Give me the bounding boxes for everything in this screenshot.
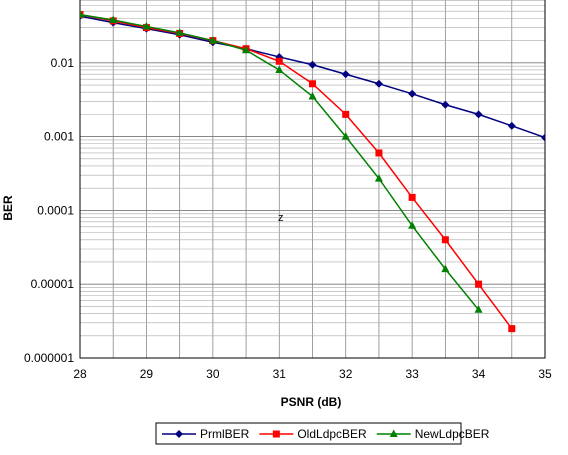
- data-point: [374, 79, 383, 88]
- series-line: [80, 13, 513, 330]
- x-tick-label: 31: [273, 367, 287, 381]
- data-point: [441, 236, 449, 244]
- data-point: [109, 15, 118, 24]
- legend-label: NewLdpcBER: [415, 427, 490, 441]
- legend-label: OldLdpcBER: [297, 427, 367, 441]
- x-tick-label: 29: [140, 367, 154, 381]
- data-point: [441, 100, 450, 109]
- legend-marker: [272, 430, 280, 438]
- data-point: [441, 264, 450, 273]
- y-tick-labels: 0.000001 0.00001 0.0001 0.001 0.01: [24, 56, 74, 365]
- y-axis-title: BER: [1, 195, 15, 221]
- series-NewLdpcBER: [80, 10, 483, 313]
- x-tick-label: 33: [405, 367, 419, 381]
- legend-item: NewLdpcBER: [376, 427, 490, 441]
- data-point: [508, 325, 516, 333]
- data-point: [242, 45, 251, 54]
- data-point: [475, 280, 483, 288]
- x-tick-label: 34: [472, 367, 486, 381]
- x-axis-title: PSNR (dB): [281, 395, 342, 409]
- data-point: [80, 10, 84, 18]
- data-point: [408, 193, 416, 201]
- series-layer: [80, 10, 545, 333]
- data-point: [474, 110, 483, 119]
- data-point: [308, 60, 317, 69]
- y-tick-label: 0.00001: [31, 277, 75, 291]
- x-tick-label: 32: [339, 367, 353, 381]
- chart-annotation: z: [278, 212, 284, 224]
- data-point: [208, 36, 217, 44]
- data-point: [308, 91, 317, 100]
- plot-area: [79, 0, 546, 359]
- x-tick-labels: 28 29 30 31 32 33 34 35: [73, 367, 552, 381]
- data-point: [374, 174, 383, 182]
- x-tick-label: 35: [538, 367, 552, 381]
- grid-lines: [79, 0, 546, 359]
- legend-item: PrmlBER: [162, 427, 250, 441]
- data-point: [341, 132, 350, 140]
- y-tick-label: 0.01: [51, 56, 75, 70]
- data-point: [541, 133, 545, 142]
- data-point: [275, 57, 283, 65]
- x-tick-label: 28: [73, 367, 87, 381]
- data-point: [309, 80, 316, 88]
- data-point: [275, 65, 284, 73]
- data-point: [408, 89, 417, 98]
- data-point: [375, 149, 383, 157]
- legend-box: [155, 422, 462, 445]
- legend-item: OldLdpcBER: [259, 427, 367, 441]
- legend-marker: [175, 430, 183, 438]
- y-tick-label: 0.000001: [24, 351, 74, 365]
- data-point: [474, 305, 483, 313]
- legend-label: PrmlBER: [200, 427, 250, 441]
- y-tick-label: 0.001: [44, 130, 74, 144]
- legend: PrmlBER OldLdpcBER NewLdpcBER: [155, 422, 490, 445]
- data-point: [342, 110, 350, 118]
- data-point: [341, 70, 350, 79]
- data-point: [408, 221, 417, 229]
- data-point: [142, 22, 151, 30]
- y-tick-label: 0.0001: [37, 203, 74, 217]
- legend-marker: [389, 429, 398, 437]
- x-tick-label: 30: [206, 367, 220, 381]
- data-point: [507, 121, 516, 130]
- data-point: [175, 28, 184, 36]
